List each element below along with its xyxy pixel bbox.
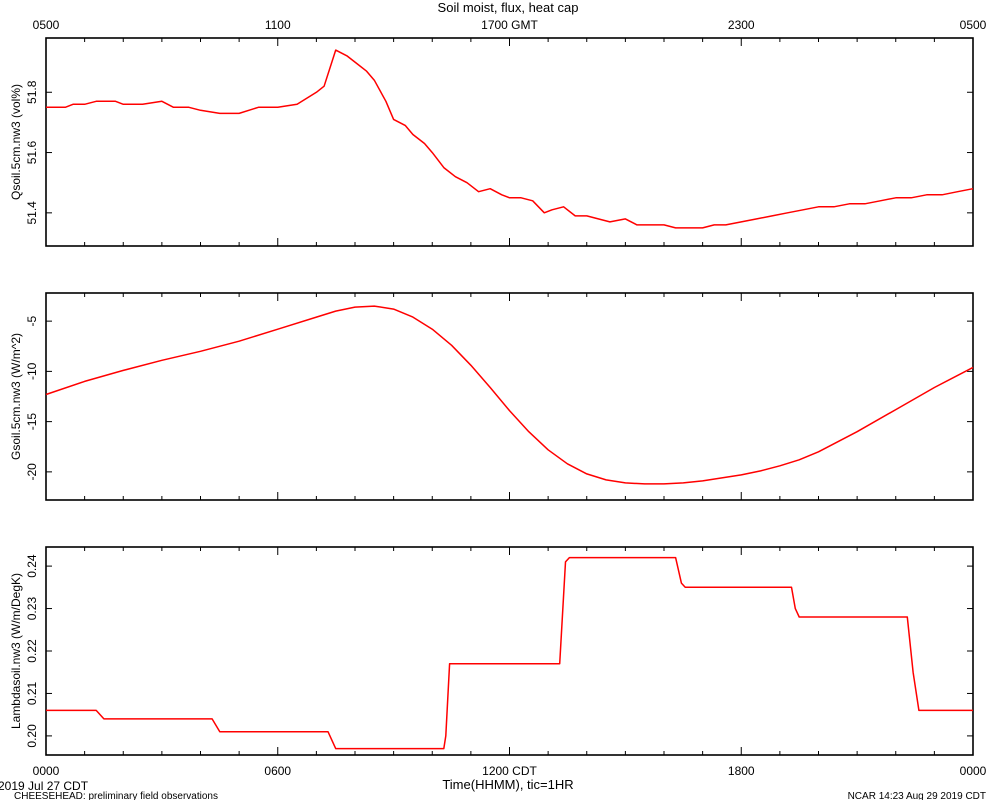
top-time-axis: 0500 1100 1700 GMT 2300 0500 (33, 18, 987, 32)
y-tick-label: 0.21 (25, 681, 39, 705)
bottom-tick-label: 1200 CDT (482, 764, 537, 778)
series-line-2 (45, 305, 974, 485)
y-tick-label: -10 (25, 362, 39, 380)
bottom-tick-label: 1800 (728, 764, 755, 778)
y-tick-label: -5 (25, 315, 39, 326)
y-tick-label: -20 (25, 463, 39, 481)
footer-stamp: NCAR 14:23 Aug 29 2019 CDT (848, 791, 986, 800)
y-tick-label: -15 (25, 413, 39, 431)
top-tick-label: 1100 (265, 18, 291, 32)
bottom-tick-label: 0000 (960, 764, 987, 778)
footer-date: 2019 Jul 27 CDT (0, 779, 89, 793)
top-tick-label: 2300 (728, 18, 755, 32)
top-tick-label: 1700 GMT (481, 18, 538, 32)
bottom-tick-label: 0000 (33, 764, 60, 778)
y-axis-label: Qsoil.5cm.nw3 (vol%) (9, 84, 23, 200)
y-tick-label: 0.23 (25, 597, 39, 621)
panel-frame (45, 546, 974, 756)
bottom-time-axis: 0000 0600 1200 CDT 1800 0000 (33, 764, 987, 778)
bottom-tick-label: 0600 (264, 764, 291, 778)
y-tick-label: 0.24 (25, 554, 39, 578)
y-axis-label: Lambdasoil.nw3 (W/m/DegK) (9, 573, 23, 729)
y-tick-label: 51.4 (25, 201, 39, 225)
series-line-3 (46, 556, 973, 750)
top-tick-label: 0500 (960, 18, 987, 32)
top-tick-label: 0500 (33, 18, 60, 32)
x-axis-label: Time(HHMM), tic=1HR (442, 777, 573, 792)
panel-frame (45, 37, 974, 247)
y-tick-label: 0.20 (25, 724, 39, 748)
panel-frame (45, 292, 974, 501)
y-tick-label: 51.6 (25, 141, 39, 165)
y-tick-label: 51.8 (25, 80, 39, 104)
series-line-1 (46, 49, 974, 229)
y-axis-label: Gsoil.5cm.nw3 (W/m^2) (9, 333, 23, 460)
footer-source: CHEESEHEAD: preliminary field observatio… (14, 791, 218, 800)
y-tick-label: 0.22 (25, 639, 39, 663)
chart-title: Soil moist, flux, heat cap (438, 0, 579, 15)
